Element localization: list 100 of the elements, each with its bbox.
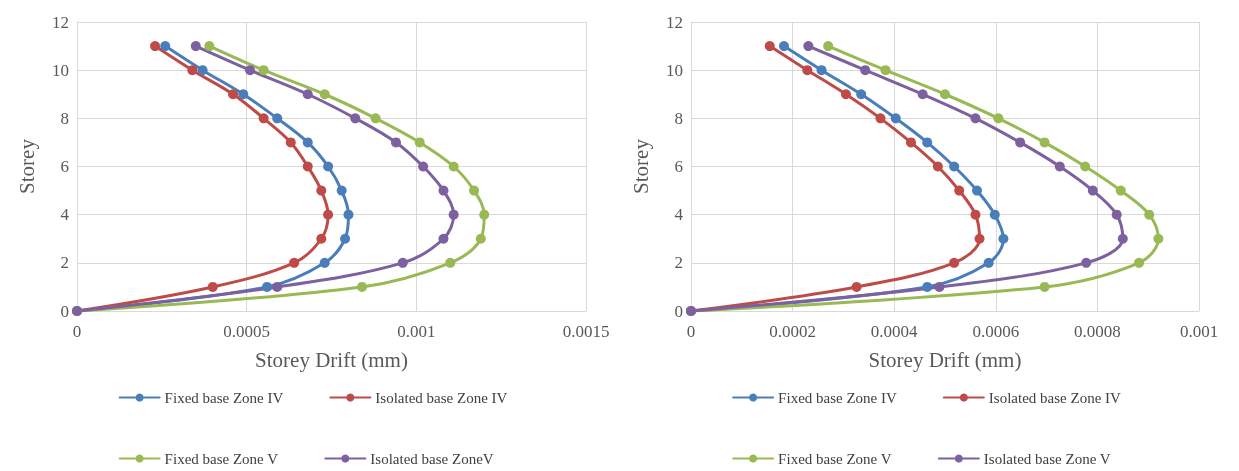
point [1134,257,1145,268]
point [949,257,960,268]
point [207,281,218,292]
point [323,161,334,172]
point [238,89,249,100]
point [922,281,933,292]
legend-label: Isolated base Zone IV [375,389,508,406]
point [228,89,239,100]
point [905,137,916,148]
y-axis-title: Storey [14,138,39,194]
point [1111,209,1122,220]
point [1039,137,1050,148]
point [860,65,871,76]
x-tick-label: 0 [686,322,696,341]
point [949,161,960,172]
y-tick-label: 12 [52,12,69,32]
y-tick-label: 0 [674,301,683,321]
x-tick-label: 0.0008 [1074,322,1121,341]
point [343,209,354,220]
y-tick-label: 6 [674,157,683,176]
x-tick-label: 0.001 [397,322,436,341]
point [1144,209,1155,220]
point [414,137,425,148]
y-tick-label: 4 [60,205,70,225]
point [954,185,965,196]
x-tick-label: 0.0006 [972,322,1020,341]
point [448,161,459,172]
x-tick-label: 0.0002 [769,322,816,341]
point [816,65,827,76]
point [316,185,327,196]
point [197,65,208,76]
point [1080,161,1091,172]
point [448,209,459,220]
point [418,161,429,172]
y-tick-label: 0 [60,301,69,321]
point [187,65,198,76]
point [989,209,1000,220]
point [438,185,449,196]
point [258,113,269,124]
point [438,233,449,244]
legend-label: Isolated base ZoneV [370,450,494,467]
point [993,113,1004,124]
legend-label: Fixed base Zone IV [164,389,284,406]
point [875,113,886,124]
point [475,233,486,244]
point [974,233,985,244]
y-tick-label: 2 [674,253,683,273]
legend-label: Isolated base Zone V [983,450,1111,467]
point [851,281,862,292]
point [272,281,283,292]
y-tick-label: 10 [666,60,683,80]
y-tick-label: 2 [60,253,69,273]
point [390,137,401,148]
point [302,137,313,148]
point [764,41,775,52]
point [160,41,171,52]
point [1087,185,1098,196]
legend-label: Fixed base Zone V [164,450,279,467]
point [983,257,994,268]
point [970,209,981,220]
point [245,65,256,76]
point [1115,185,1126,196]
legend-label: Fixed base Zone IV [778,389,898,406]
point [880,65,891,76]
point [262,281,273,292]
point [932,161,943,172]
y-tick-label: 6 [60,157,69,176]
point [823,41,834,52]
y-tick-label: 12 [666,12,683,32]
point [998,233,1009,244]
point [803,41,814,52]
point [302,89,313,100]
point [890,113,901,124]
point [1117,233,1128,244]
point [370,113,381,124]
x-tick-label: 0.0004 [870,322,919,341]
x-tick-label: 0.001 [1179,322,1219,341]
y-tick-label: 8 [674,108,683,128]
point [934,281,945,292]
point [970,113,981,124]
x-tick-label: 0 [72,322,82,341]
point [285,137,296,148]
point [802,65,813,76]
point [302,161,313,172]
point [479,209,490,220]
x-tick-label: 0.0005 [223,322,271,341]
y-axis-title: Storey [628,138,653,194]
point [856,89,867,100]
point [350,113,361,124]
point [972,185,982,196]
point [397,257,408,268]
point [917,89,928,100]
point [1054,161,1065,172]
point [1039,281,1050,292]
point [272,113,283,124]
x-tick-label: 0.0015 [562,322,610,341]
point [323,209,334,220]
point [319,257,330,268]
point [1153,233,1164,244]
point [150,41,161,52]
